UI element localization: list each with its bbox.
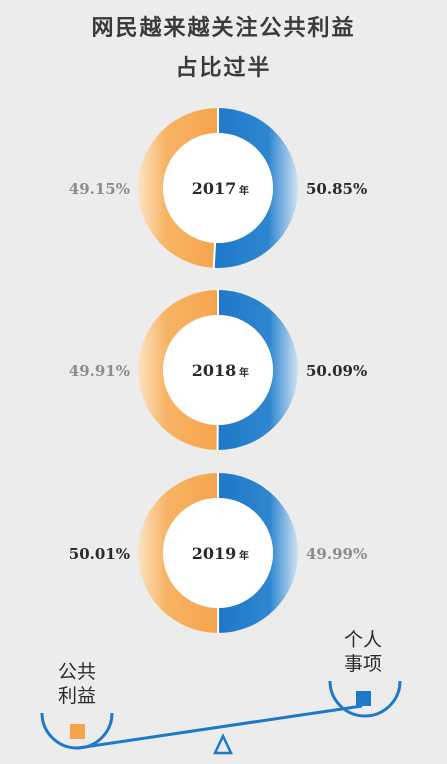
- legend-public-line1: 公共: [57, 661, 96, 683]
- donut-2018-year-unit: 年: [239, 366, 249, 379]
- donut-2018-public-slice: [137, 290, 218, 450]
- balance-scale: [40, 680, 402, 755]
- donut-2019-personal-slice: [218, 473, 299, 633]
- chart-title-line1: 网民越来越关注公共利益: [91, 15, 356, 41]
- donut-2018-public-value: 49.91%: [69, 362, 130, 380]
- donut-2017-public-value: 49.15%: [69, 180, 130, 198]
- scale-left-pan: [40, 712, 114, 750]
- donut-charts-group: 2017 年49.15% 50.85%2018 年49.91% 50.09%2019 年5…: [69, 107, 367, 635]
- donut-2017-personal-value: 50.85%: [306, 180, 367, 198]
- legend-personal-line1: 个人: [343, 629, 382, 651]
- scale-fulcrum-icon: [213, 733, 233, 755]
- donut-2017-personal-slice: [213, 108, 299, 268]
- donut-2019-public-slice: [138, 473, 219, 633]
- donut-2019-year-label: 2019: [192, 544, 237, 563]
- legend-personal-line2: 事项: [343, 653, 382, 675]
- donut-2017-divider: [212, 241, 217, 269]
- scale-right-pan: [328, 680, 402, 718]
- donut-2017-year-label: 2017: [192, 179, 237, 198]
- donut-2018-personal-value: 50.09%: [306, 362, 367, 380]
- donut-2018-personal-slice: [217, 290, 298, 450]
- donut-2018-center: [163, 315, 273, 425]
- donut-2017-center: [163, 133, 273, 243]
- legend-personal-label: 个人 事项: [338, 628, 388, 676]
- donut-2018-year-label: 2018: [192, 361, 237, 380]
- public-legend-swatch: [70, 724, 85, 739]
- donut-2017-year-unit: 年: [239, 184, 249, 197]
- donut-2019-public-value: 50.01%: [69, 545, 130, 563]
- personal-legend-swatch: [356, 691, 371, 706]
- donut-2019-center: [163, 498, 273, 608]
- donut-2019-year-unit: 年: [239, 549, 249, 562]
- scale-beam: [77, 704, 363, 750]
- chart-title-line2: 占比过半: [175, 55, 272, 81]
- legend-public-label: 公共 利益: [52, 660, 102, 708]
- donut-2019-personal-value: 49.99%: [306, 545, 367, 563]
- donut-2017-public-slice: [138, 108, 218, 268]
- legend-public-line2: 利益: [57, 685, 96, 707]
